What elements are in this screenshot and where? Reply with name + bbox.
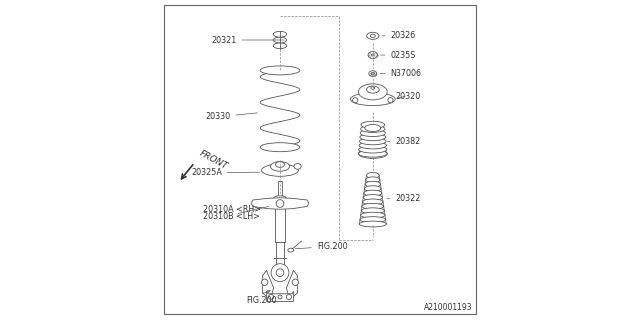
Circle shape bbox=[276, 269, 284, 276]
Ellipse shape bbox=[361, 121, 385, 128]
Ellipse shape bbox=[362, 204, 384, 209]
Ellipse shape bbox=[360, 125, 385, 132]
Polygon shape bbox=[287, 270, 298, 298]
Ellipse shape bbox=[360, 130, 385, 137]
Text: 0235S: 0235S bbox=[381, 51, 416, 60]
Ellipse shape bbox=[358, 149, 387, 158]
Polygon shape bbox=[262, 270, 274, 298]
Ellipse shape bbox=[360, 134, 386, 141]
Ellipse shape bbox=[367, 172, 379, 178]
Ellipse shape bbox=[294, 164, 301, 169]
Text: 20310B <LH>: 20310B <LH> bbox=[204, 212, 260, 221]
Ellipse shape bbox=[360, 217, 386, 222]
Circle shape bbox=[271, 264, 289, 282]
Ellipse shape bbox=[371, 73, 374, 75]
Circle shape bbox=[269, 294, 274, 300]
Text: FIG.200: FIG.200 bbox=[246, 296, 277, 305]
Ellipse shape bbox=[275, 162, 285, 167]
Ellipse shape bbox=[368, 52, 378, 59]
Circle shape bbox=[262, 279, 268, 285]
Ellipse shape bbox=[371, 54, 374, 56]
Ellipse shape bbox=[270, 162, 290, 171]
Ellipse shape bbox=[274, 196, 287, 201]
Ellipse shape bbox=[358, 150, 387, 157]
Ellipse shape bbox=[365, 181, 381, 187]
Circle shape bbox=[287, 294, 292, 300]
Ellipse shape bbox=[361, 208, 385, 214]
Ellipse shape bbox=[365, 124, 381, 132]
Text: N37006: N37006 bbox=[380, 69, 421, 78]
Ellipse shape bbox=[359, 146, 387, 153]
Text: 20326: 20326 bbox=[382, 31, 415, 40]
Ellipse shape bbox=[260, 66, 300, 75]
Ellipse shape bbox=[369, 71, 377, 76]
Text: A210001193: A210001193 bbox=[424, 303, 473, 312]
Circle shape bbox=[292, 279, 298, 285]
Ellipse shape bbox=[273, 37, 287, 43]
Bar bbox=[275, 242, 285, 270]
Ellipse shape bbox=[359, 142, 387, 149]
Ellipse shape bbox=[362, 199, 383, 205]
Ellipse shape bbox=[363, 195, 383, 200]
Circle shape bbox=[276, 200, 284, 207]
Circle shape bbox=[388, 98, 393, 103]
Ellipse shape bbox=[262, 164, 298, 176]
Ellipse shape bbox=[351, 93, 396, 106]
Text: 20310A <RH>: 20310A <RH> bbox=[204, 205, 261, 214]
Ellipse shape bbox=[359, 221, 387, 227]
Circle shape bbox=[353, 98, 358, 103]
Ellipse shape bbox=[367, 86, 379, 93]
Ellipse shape bbox=[288, 248, 294, 252]
Bar bbox=[275, 198, 285, 242]
Text: 20320: 20320 bbox=[396, 92, 420, 100]
Circle shape bbox=[278, 295, 282, 299]
Ellipse shape bbox=[273, 43, 287, 49]
Ellipse shape bbox=[370, 34, 375, 37]
Text: 20382: 20382 bbox=[388, 137, 420, 146]
Text: 20322: 20322 bbox=[387, 194, 420, 203]
Bar bbox=[278, 181, 282, 198]
Text: 20325A: 20325A bbox=[191, 168, 260, 177]
Ellipse shape bbox=[365, 177, 380, 183]
Ellipse shape bbox=[360, 212, 385, 218]
Polygon shape bbox=[252, 198, 308, 209]
Ellipse shape bbox=[364, 190, 382, 196]
Ellipse shape bbox=[364, 186, 381, 191]
Ellipse shape bbox=[367, 32, 379, 39]
Text: FRONT: FRONT bbox=[198, 149, 229, 171]
Ellipse shape bbox=[371, 87, 375, 89]
Ellipse shape bbox=[360, 138, 386, 145]
Text: 20330: 20330 bbox=[205, 112, 257, 121]
Polygon shape bbox=[267, 291, 293, 301]
Ellipse shape bbox=[273, 31, 287, 37]
Ellipse shape bbox=[260, 143, 300, 152]
Text: FIG.200: FIG.200 bbox=[295, 242, 348, 251]
Ellipse shape bbox=[358, 84, 387, 100]
Text: 20321: 20321 bbox=[212, 36, 284, 44]
